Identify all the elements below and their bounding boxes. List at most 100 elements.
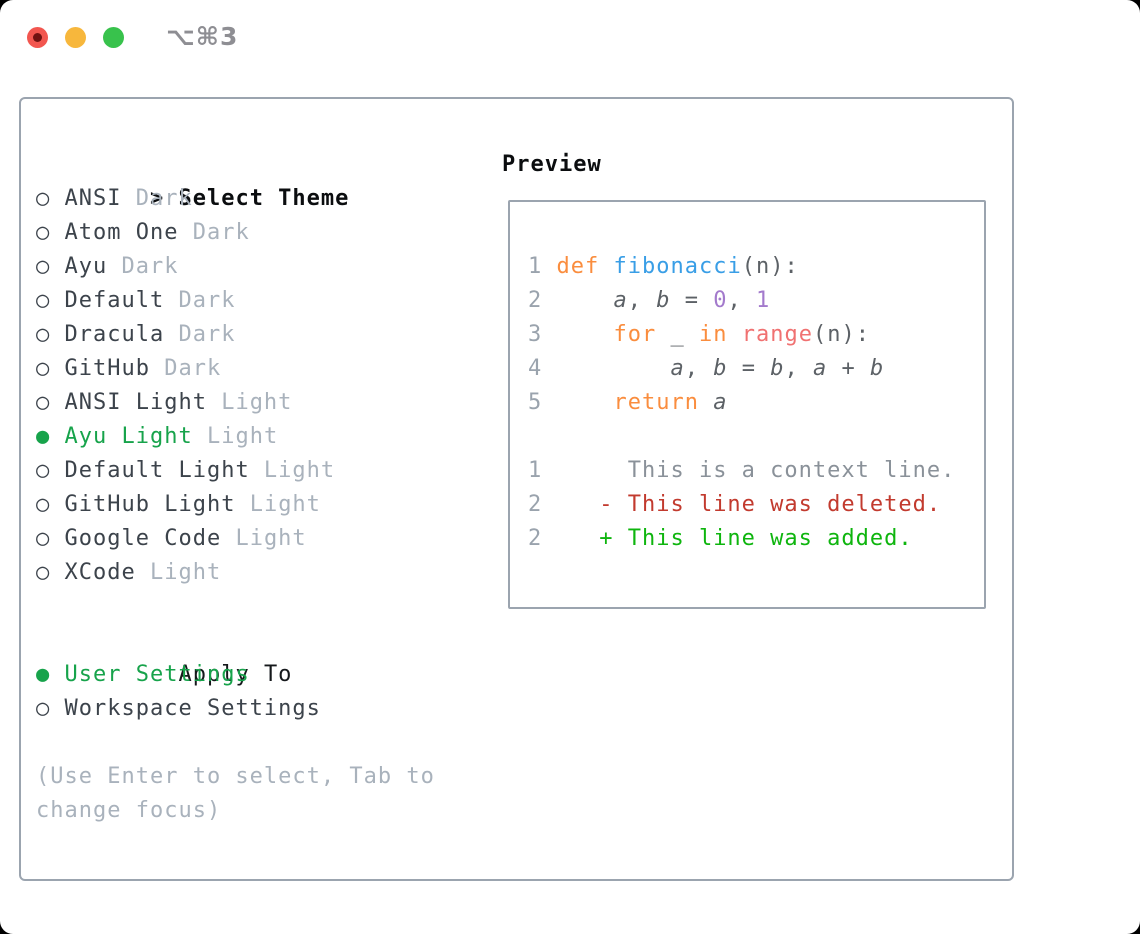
apply-option-user-settings[interactable]: ● User Settings xyxy=(36,658,435,692)
code-token-rng: range xyxy=(741,322,813,347)
diff-line-ctx: 1 This is a context line. xyxy=(528,454,955,488)
theme-option-xcode[interactable]: ○ XCode Light xyxy=(36,556,435,590)
theme-option-ayu-light[interactable]: ● Ayu Light Light xyxy=(36,420,435,454)
main-panel: > Select Theme ○ ANSI Dark ○ Atom One Dark… xyxy=(19,97,1014,881)
cursor-icon: > xyxy=(149,186,165,211)
diff-text: + This line was added. xyxy=(542,526,913,551)
code-token-var: b xyxy=(770,356,785,381)
spacer xyxy=(36,590,435,624)
code-token-num: 1 xyxy=(755,288,771,313)
hint-line-1: (Use Enter to select, Tab to xyxy=(36,764,435,789)
theme-option-github[interactable]: ○ GitHub Dark xyxy=(36,352,435,386)
apply-option-label: User Settings xyxy=(64,662,250,687)
spacer xyxy=(36,726,435,760)
hint-line-2: change focus) xyxy=(36,798,222,823)
theme-option-default-light[interactable]: ○ Default Light Light xyxy=(36,454,435,488)
radio-on-icon: ● xyxy=(36,662,65,687)
theme-name: Ayu xyxy=(64,254,108,279)
theme-name: Dracula xyxy=(64,322,165,347)
code-token-plain xyxy=(557,356,671,381)
zoom-button[interactable] xyxy=(103,27,124,48)
theme-name: GitHub xyxy=(64,356,150,381)
code-line: 2 a, b = 0, 1 xyxy=(528,284,955,318)
theme-variant: Light xyxy=(135,560,222,585)
apply-to-list: ● User Settings ○ Workspace Settings xyxy=(36,658,435,726)
theme-variant: Dark xyxy=(164,288,236,313)
theme-column: > Select Theme ○ ANSI Dark ○ Atom One Dark… xyxy=(36,148,435,828)
theme-option-github-light[interactable]: ○ GitHub Light Light xyxy=(36,488,435,522)
code-token-plain xyxy=(557,322,614,347)
code-token-var: b xyxy=(713,356,728,381)
radio-off-icon: ○ xyxy=(36,492,65,517)
theme-variant: Light xyxy=(221,526,307,551)
code-token-kw: in xyxy=(698,322,728,347)
theme-option-default[interactable]: ○ Default Dark xyxy=(36,284,435,318)
code-token-plain: (n): xyxy=(812,322,870,347)
code-line: 3 for _ in range(n): xyxy=(528,318,955,352)
code-token-num: 0 xyxy=(713,288,728,313)
minimize-button[interactable] xyxy=(65,27,86,48)
theme-variant: Dark xyxy=(107,254,179,279)
code-token-kw: for xyxy=(613,322,657,347)
radio-on-icon: ● xyxy=(36,424,65,449)
titlebar: ⌥⌘3 xyxy=(0,0,1140,70)
code-token-plain: , xyxy=(784,356,813,381)
diff-text: This is a context line. xyxy=(542,458,956,483)
theme-name: Atom One xyxy=(64,220,179,245)
radio-off-icon: ○ xyxy=(36,356,65,381)
code-token-var: a xyxy=(670,356,685,381)
radio-off-icon: ○ xyxy=(36,288,65,313)
apply-to-label: Apply To xyxy=(178,662,293,687)
line-number: 2 xyxy=(528,288,557,313)
theme-option-ansi-light[interactable]: ○ ANSI Light Light xyxy=(36,386,435,420)
radio-off-icon: ○ xyxy=(36,696,65,721)
line-number: 3 xyxy=(528,322,557,347)
theme-variant: Light xyxy=(206,390,293,415)
code-token-plain xyxy=(699,390,713,415)
code-token-plain: = xyxy=(727,356,771,381)
diff-line-add: 2 + This line was added. xyxy=(528,522,955,556)
diff-line-del: 2 - This line was deleted. xyxy=(528,488,955,522)
theme-option-ansi[interactable]: ○ ANSI Dark xyxy=(36,182,435,216)
line-number: 2 xyxy=(528,492,543,517)
theme-variant: Dark xyxy=(164,322,236,347)
select-theme-header: > Select Theme xyxy=(36,148,435,211)
code-token-plain: (n): xyxy=(741,254,799,279)
code-token-plain: _ xyxy=(656,322,699,347)
theme-variant: Light xyxy=(249,458,336,483)
code-token-plain xyxy=(557,288,614,313)
code-token-plain: + xyxy=(827,356,870,381)
code-token-fn: fibonacci xyxy=(613,254,742,279)
diff-text: - This line was deleted. xyxy=(542,492,942,517)
line-number: 4 xyxy=(528,356,557,381)
code-token-plain xyxy=(557,390,614,415)
theme-variant: Dark xyxy=(178,220,250,245)
theme-name: Ayu Light xyxy=(64,424,193,449)
code-token-var: b xyxy=(656,288,671,313)
apply-option-label: Workspace Settings xyxy=(64,696,321,721)
close-button[interactable] xyxy=(27,27,48,48)
radio-off-icon: ○ xyxy=(36,220,65,245)
line-number: 1 xyxy=(528,458,543,483)
theme-name: Default xyxy=(64,288,165,313)
select-theme-label: Select Theme xyxy=(178,186,350,211)
preview-header: Preview xyxy=(502,152,602,177)
line-number: 5 xyxy=(528,390,557,415)
theme-variant: Light xyxy=(235,492,321,517)
apply-option-workspace-settings[interactable]: ○ Workspace Settings xyxy=(36,692,435,726)
radio-off-icon: ○ xyxy=(36,322,65,347)
theme-name: XCode xyxy=(64,560,136,585)
code-line: 1 def fibonacci(n): xyxy=(528,250,955,284)
theme-option-dracula[interactable]: ○ Dracula Dark xyxy=(36,318,435,352)
theme-option-google-code[interactable]: ○ Google Code Light xyxy=(36,522,435,556)
theme-variant: Light xyxy=(192,424,279,449)
line-number: 2 xyxy=(528,526,543,551)
theme-option-atom-one[interactable]: ○ Atom One Dark xyxy=(36,216,435,250)
theme-variant: Dark xyxy=(149,356,222,381)
radio-off-icon: ○ xyxy=(36,458,65,483)
theme-option-ayu[interactable]: ○ Ayu Dark xyxy=(36,250,435,284)
code-token-kw: def xyxy=(556,254,600,279)
